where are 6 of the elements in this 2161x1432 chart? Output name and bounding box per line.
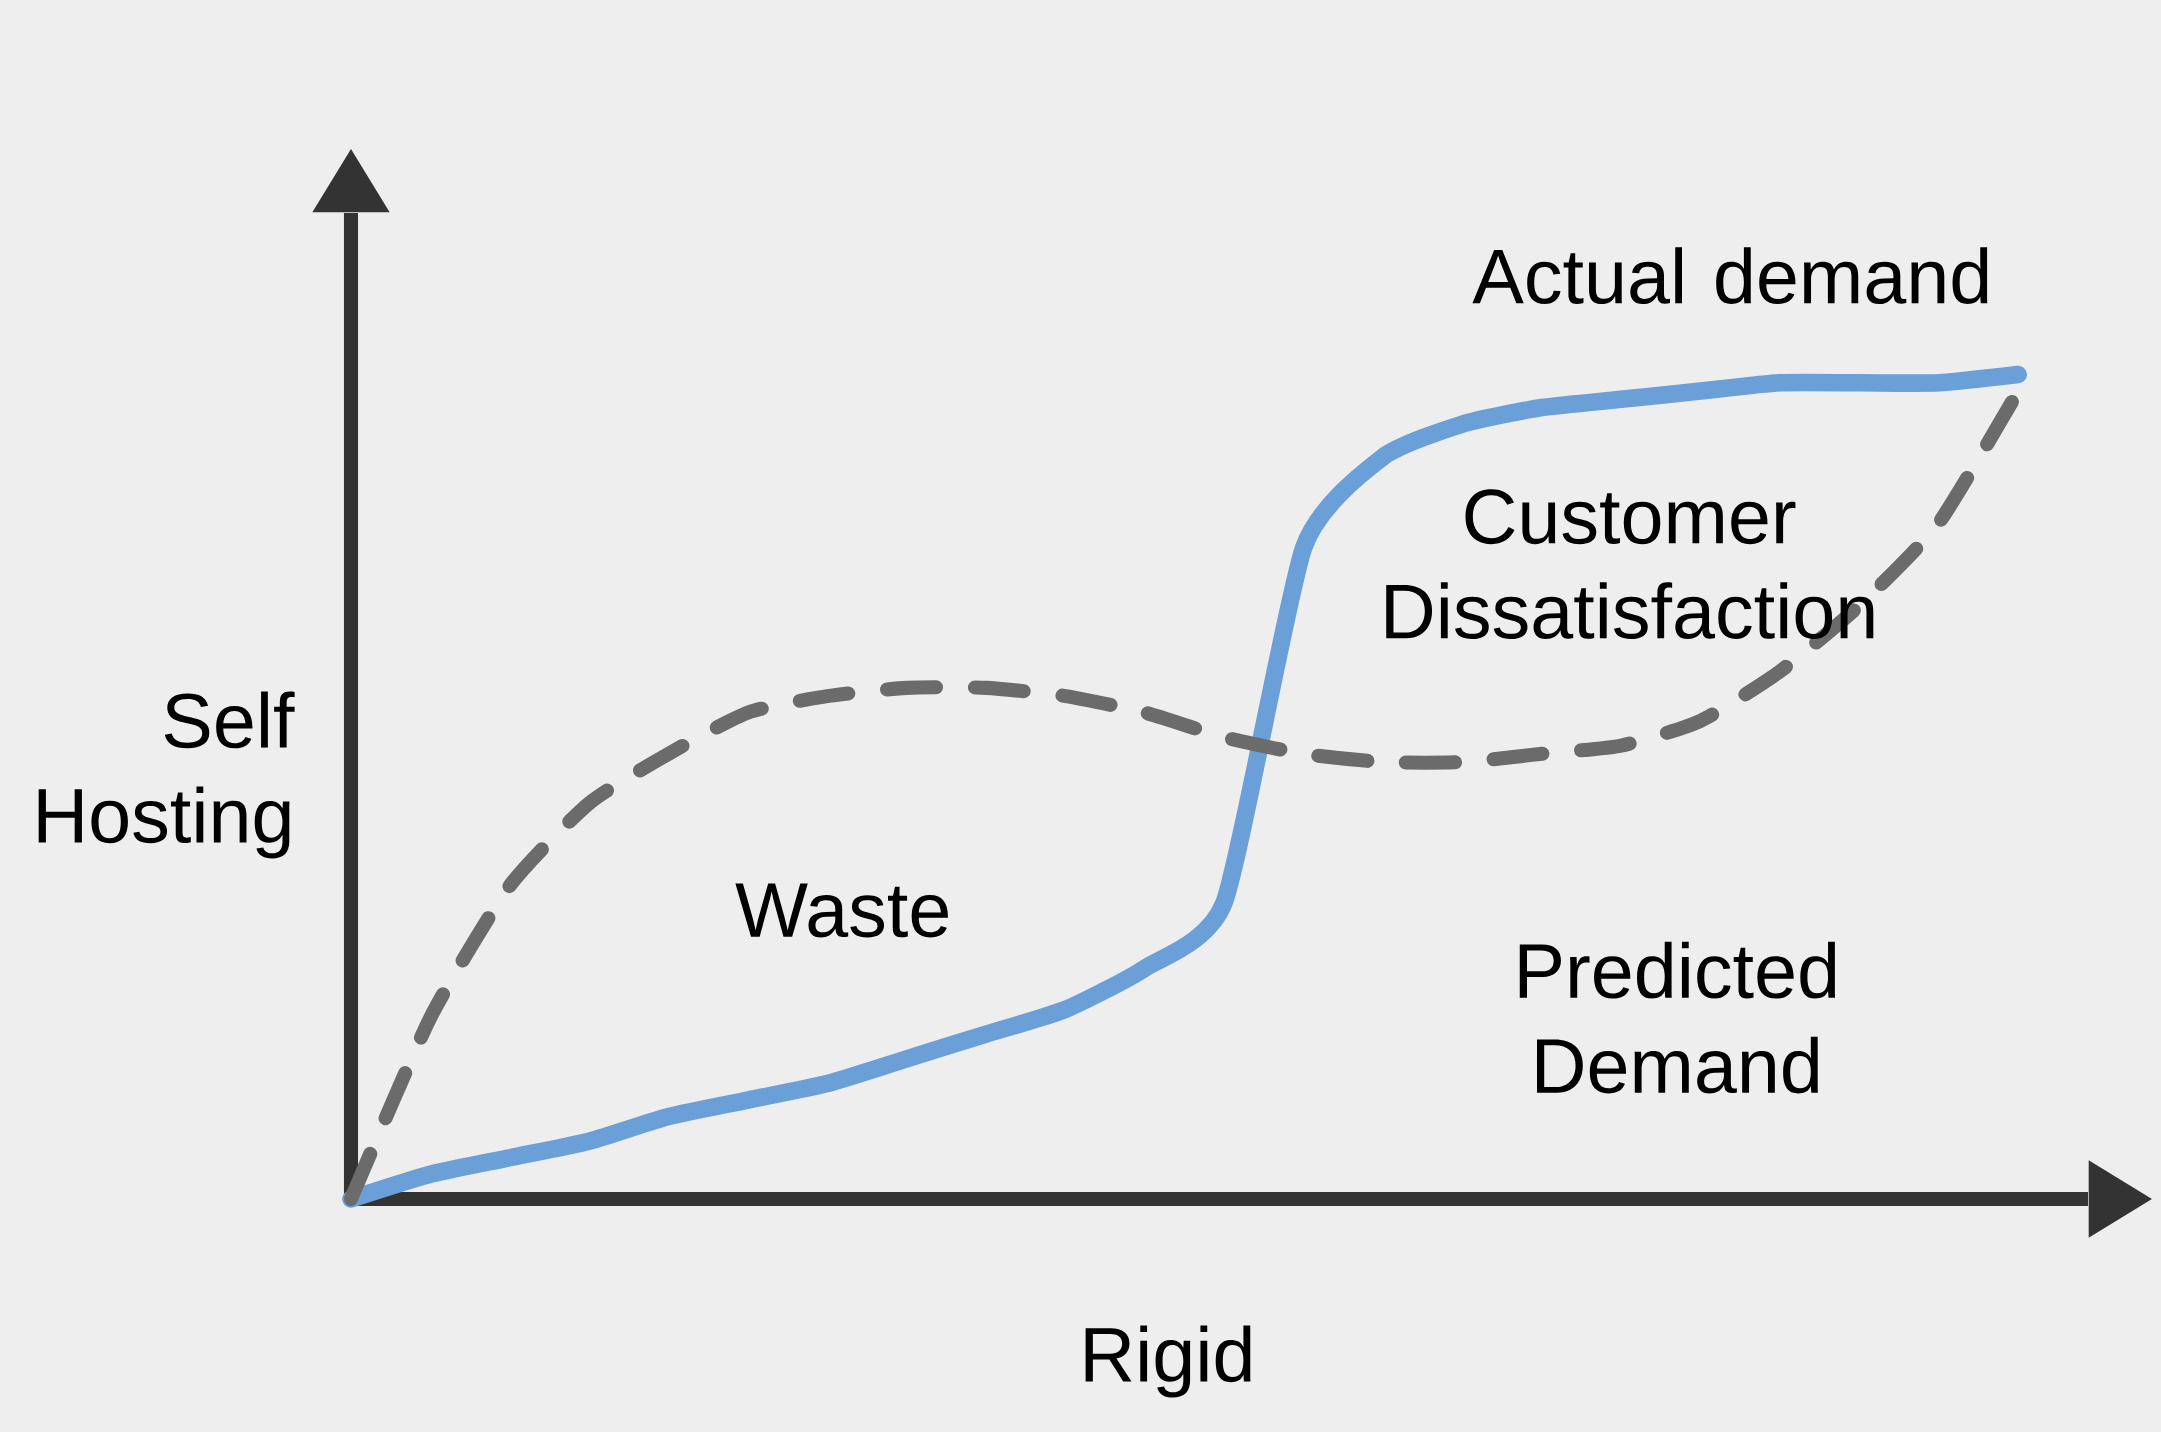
text: Predicted Demand (1519, 941, 1836, 1094)
annotation: Customer Dissatisfaction (1386, 489, 1874, 640)
x-axis-title: Rigid (1085, 1325, 1251, 1398)
series-label: Actual demand (1472, 247, 1988, 305)
y-axis-title: Self Hosting (38, 691, 295, 859)
annotation: Waste (735, 883, 948, 938)
